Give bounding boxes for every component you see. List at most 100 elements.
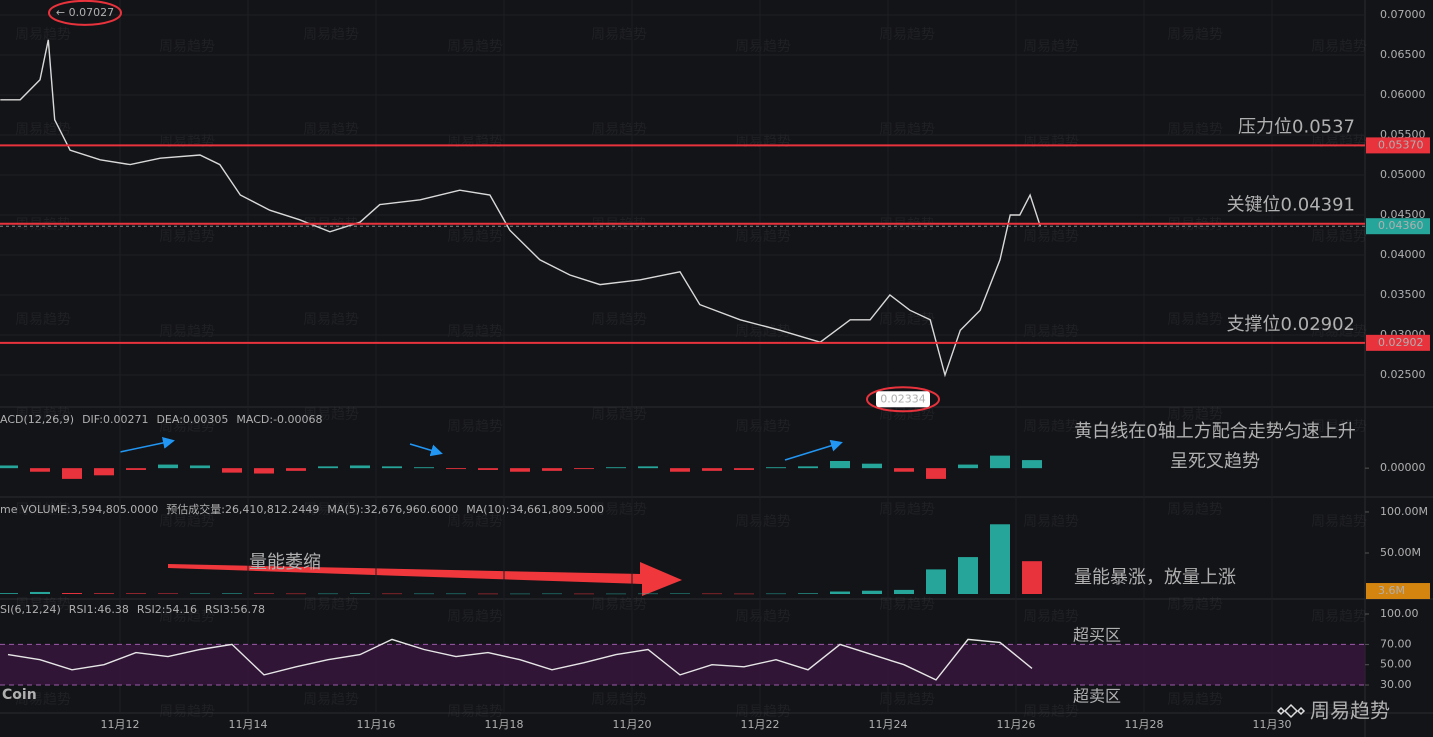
bar	[798, 593, 819, 594]
watermark: 周易趋势	[1023, 134, 1079, 150]
bar	[414, 593, 435, 595]
watermark: 周易趋势	[1023, 39, 1079, 55]
annotation-ring	[866, 386, 940, 413]
x-tick-label: 11月18	[485, 718, 524, 731]
y-tick-label: 50.00M	[1380, 546, 1421, 559]
legend-entry: MACD:-0.00068	[236, 413, 322, 426]
bar	[62, 468, 83, 479]
bar	[638, 466, 659, 469]
bar	[1022, 561, 1043, 594]
bar	[254, 468, 275, 474]
bar	[510, 468, 531, 472]
watermark: 周易趋势	[591, 502, 647, 518]
bar	[766, 593, 787, 595]
watermark: 周易趋势	[735, 704, 791, 720]
watermark: 周易趋势	[1167, 122, 1223, 138]
watermarks: 周易趋势周易趋势周易趋势周易趋势周易趋势周易趋势周易趋势周易趋势周易趋势周易趋势…	[15, 27, 1367, 720]
watermark: 周易趋势	[447, 609, 503, 625]
bar	[958, 464, 979, 469]
bar	[350, 593, 371, 595]
bar	[862, 463, 883, 469]
legend-entry: SI(6,12,24)	[0, 603, 61, 616]
bar	[158, 464, 179, 469]
trend-arrow	[119, 436, 175, 453]
watermark: 周易趋势	[879, 217, 935, 233]
y-tick-label: 0.07000	[1380, 8, 1426, 21]
watermark: 周易趋势	[1167, 502, 1223, 518]
watermark: 周易趋势	[1311, 324, 1367, 340]
current-label: 0.04360	[1378, 219, 1424, 232]
note: 量能萎缩	[249, 552, 321, 573]
bar	[894, 468, 915, 472]
logo-text: 周易趋势	[1310, 699, 1390, 723]
watermark: 周易趋势	[1023, 324, 1079, 340]
y-tick-label: 0.04000	[1380, 248, 1426, 261]
watermark: 周易趋势	[303, 407, 359, 423]
legend-entry: RSI2:54.16	[137, 603, 197, 616]
bar	[222, 468, 243, 473]
axis-price-box	[1366, 137, 1430, 154]
axis-price-box	[1366, 334, 1430, 351]
bar	[254, 593, 275, 595]
watermark: 周易趋势	[447, 704, 503, 720]
bar	[62, 593, 83, 594]
watermark: 周易趋势	[591, 597, 647, 613]
y-tick-label: 0.00000	[1380, 461, 1426, 474]
bar	[126, 593, 147, 594]
x-tick-label: 11月20	[613, 718, 652, 731]
bar	[190, 593, 211, 595]
series-line	[7, 638, 1033, 681]
trend-arrow	[409, 443, 443, 457]
watermark: 周易趋势	[735, 324, 791, 340]
watermark: 周易趋势	[15, 502, 71, 518]
bar	[478, 468, 499, 470]
watermark: 周易趋势	[159, 704, 215, 720]
bar	[30, 468, 51, 472]
watermark: 周易趋势	[159, 419, 215, 435]
watermark: 周易趋势	[879, 597, 935, 613]
watermark: 周易趋势	[879, 692, 935, 708]
bar	[318, 593, 339, 595]
annotation-label: ← 0.07027	[56, 6, 114, 19]
watermark: 周易趋势	[591, 122, 647, 138]
x-tick-label: 11月24	[869, 718, 908, 731]
y-tick-label: 100.00	[1380, 607, 1419, 620]
bar	[542, 468, 563, 471]
watermark: 周易趋势	[1311, 514, 1367, 530]
bar	[670, 468, 691, 472]
zone-label: 超卖区	[1073, 687, 1121, 706]
y-tick-label: 70.00	[1380, 637, 1412, 650]
bar	[414, 467, 435, 469]
watermark: 周易趋势	[447, 134, 503, 150]
watermark: 周易趋势	[1167, 597, 1223, 613]
watermark: 周易趋势	[591, 692, 647, 708]
note: 量能暴涨，放量上涨	[1074, 567, 1236, 588]
watermark: 周易趋势	[15, 407, 71, 423]
watermark: 周易趋势	[303, 27, 359, 43]
watermark: 周易趋势	[15, 27, 71, 43]
bar	[158, 593, 179, 595]
bar	[894, 589, 915, 594]
series-line	[0, 39, 1041, 378]
level-label: 关键位0.04391	[1227, 195, 1355, 216]
bar	[30, 591, 51, 594]
y-tick-label: 0.04500	[1380, 208, 1426, 221]
bar	[478, 593, 499, 595]
watermark: 周易趋势	[1023, 229, 1079, 245]
bar	[510, 593, 531, 595]
bar	[958, 557, 979, 594]
current-box	[1366, 218, 1430, 235]
bar	[670, 593, 691, 595]
watermark: 周易趋势	[303, 597, 359, 613]
bar	[0, 593, 19, 594]
legend-entry: ACD(12,26,9)	[0, 413, 74, 426]
bar	[990, 455, 1011, 469]
bar	[702, 468, 723, 471]
note: 呈死叉趋势	[1170, 451, 1260, 472]
annotation-label: 0.02334	[880, 392, 926, 405]
watermark: 周易趋势	[879, 27, 935, 43]
watermark: 周易趋势	[159, 134, 215, 150]
band-fill	[0, 644, 1365, 686]
bar	[702, 593, 723, 595]
bar	[606, 467, 627, 469]
